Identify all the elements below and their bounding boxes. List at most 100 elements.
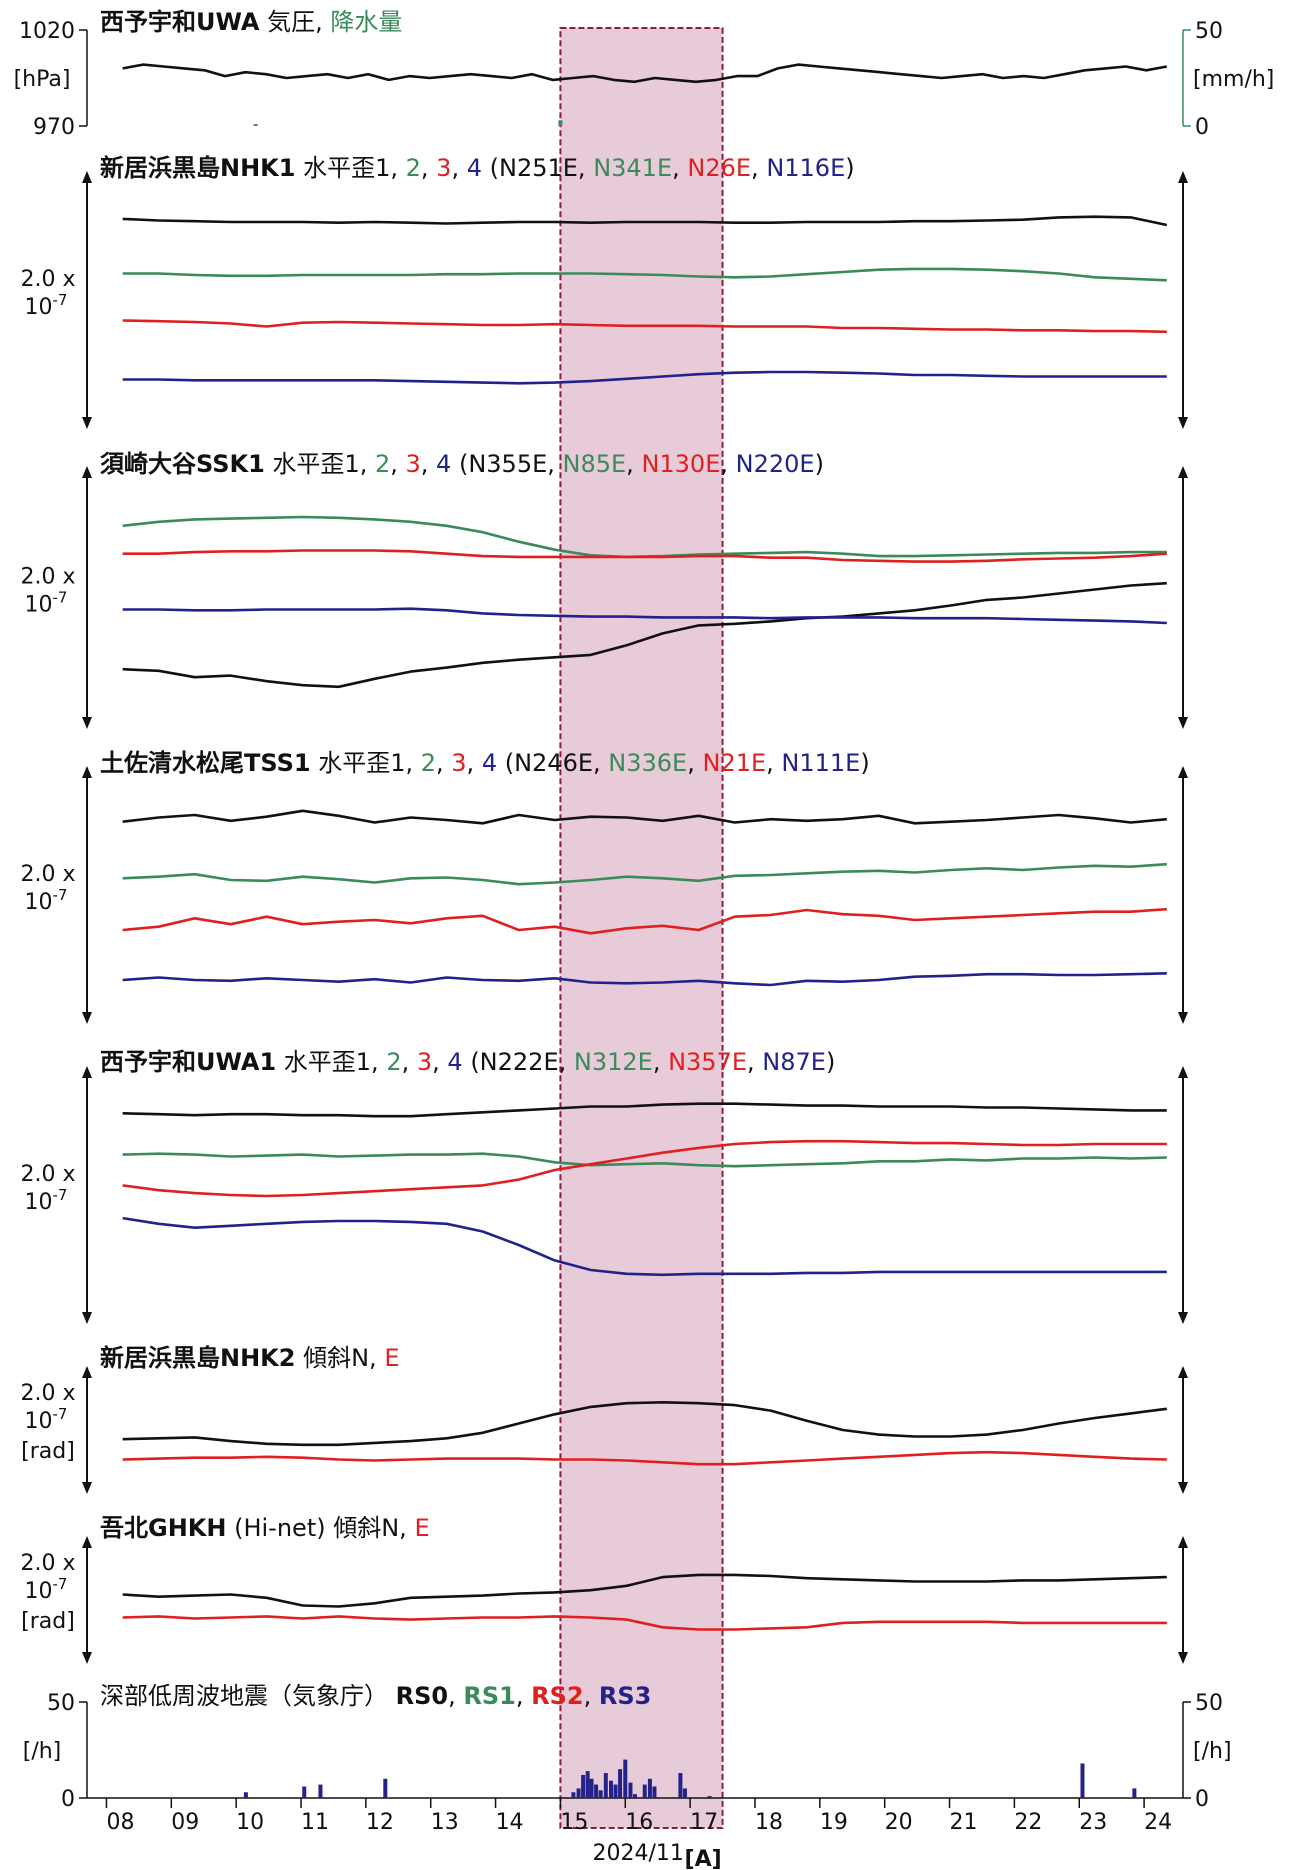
orientation-1: (N246E, <box>497 749 608 777</box>
x-tick-label: 08 <box>106 1810 134 1835</box>
orientation-3: N21E <box>702 749 766 777</box>
scale-base: 10 <box>25 295 53 320</box>
lfe-bar <box>603 1773 608 1798</box>
orientation-sep: ) <box>845 154 854 182</box>
arrow-down-icon <box>82 717 92 729</box>
orientation-sep: , <box>747 1048 762 1076</box>
orientation-sep: ) <box>815 450 824 478</box>
pressure-left-unit: [hPa] <box>14 67 71 92</box>
precip-bar <box>253 124 258 126</box>
lfe-bar <box>633 1794 637 1798</box>
title-bold: 新居浜黒島NHK1 <box>100 154 295 182</box>
arrow-up-icon <box>1178 1536 1188 1548</box>
x-tick-label: 21 <box>950 1810 978 1835</box>
title-sep: , <box>432 1048 447 1076</box>
lfe-bar <box>571 1792 576 1798</box>
tss1-series-4 <box>122 972 1167 987</box>
lfe-bar <box>682 1788 687 1798</box>
x-tick-label: 12 <box>366 1810 394 1835</box>
scale-base: 10 <box>25 1190 53 1215</box>
scale-exp: -7 <box>53 1405 68 1423</box>
legend-sep: , <box>584 1682 599 1710</box>
title-rest: 深部低周波地震（気象庁） <box>100 1682 388 1710</box>
lfe-bar <box>598 1790 603 1798</box>
x-tick-label: 22 <box>1014 1810 1042 1835</box>
orientation-4: N87E <box>762 1048 826 1076</box>
title-label-4: 4 <box>482 749 497 777</box>
nhk1-series-1 <box>122 215 1168 227</box>
nhk2-scale-line1: 2.0 x <box>21 1381 76 1406</box>
arrow-up-icon <box>82 171 92 183</box>
arrow-up-icon <box>82 766 92 778</box>
lfe-left-unit: [/h] <box>23 1739 62 1764</box>
nhk2-series-E <box>122 1450 1167 1466</box>
orientation-3: N130E <box>641 450 720 478</box>
title-label-3: 3 <box>417 1048 432 1076</box>
lfe-bar <box>594 1784 599 1798</box>
x-tick-label: 15 <box>560 1810 588 1835</box>
title-rest: (Hi-net) 傾斜N, <box>226 1514 414 1542</box>
title-label-4: 4 <box>436 450 451 478</box>
x-tick-label: 24 <box>1144 1810 1172 1835</box>
uwa1-title: 西予宇和UWA1 水平歪1, 2, 3, 4 (N222E, N312E, N3… <box>100 1048 835 1076</box>
orientation-sep: , <box>687 749 702 777</box>
orientation-sep: , <box>653 1048 668 1076</box>
title-sep: , <box>451 154 466 182</box>
title-extra: 降水量 <box>330 8 402 36</box>
title-sep: , <box>402 1048 417 1076</box>
arrow-down-icon <box>82 1312 92 1324</box>
title-rest: 水平歪1, <box>276 1048 386 1076</box>
scale-base: 10 <box>25 1579 53 1604</box>
lfe-bar <box>302 1786 307 1798</box>
tss1-title: 土佐清水松尾TSS1 水平歪1, 2, 3, 4 (N246E, N336E, … <box>100 749 870 777</box>
lfe-left-bottom-label: 0 <box>61 1787 75 1812</box>
arrow-down-icon <box>1178 1652 1188 1664</box>
tss1-series-1 <box>122 809 1167 825</box>
nhk1-scale-line2: 10-7 <box>25 291 68 320</box>
orientation-sep: , <box>720 450 735 478</box>
lfe-bar <box>642 1784 647 1798</box>
nhk1-series-3 <box>122 319 1167 334</box>
pressure-series-main <box>122 63 1168 84</box>
orientation-2: N341E <box>593 154 672 182</box>
lfe-bar <box>1132 1788 1137 1798</box>
arrow-down-icon <box>82 417 92 429</box>
legend-sep: , <box>516 1682 531 1710</box>
legend-RS1: RS1 <box>463 1682 515 1710</box>
title-bold: 西予宇和UWA <box>100 8 260 36</box>
arrow-up-icon <box>1178 766 1188 778</box>
arrow-down-icon <box>1178 1482 1188 1494</box>
lfe-bar <box>243 1792 248 1798</box>
x-tick-label: 10 <box>236 1810 264 1835</box>
lfe-right-top-label: 50 <box>1195 1691 1223 1716</box>
scale-exp: -7 <box>53 886 68 904</box>
orientation-3: N357E <box>668 1048 747 1076</box>
tss1-scale-line1: 2.0 x <box>21 862 76 887</box>
x-axis-label: 2024/11 <box>593 1841 684 1866</box>
title-label-E: E <box>414 1514 429 1542</box>
precip-bar <box>558 120 563 126</box>
orientation-2: N85E <box>563 450 627 478</box>
scale-base: 10 <box>25 1409 53 1434</box>
orientation-4: N111E <box>781 749 860 777</box>
legend-sep: , <box>448 1682 463 1710</box>
orientation-1: (N355E, <box>451 450 562 478</box>
title-label-2: 2 <box>406 154 421 182</box>
arrow-up-icon <box>1178 1066 1188 1078</box>
uwa1-scale-line1: 2.0 x <box>21 1162 76 1187</box>
scale-base: 10 <box>25 890 53 915</box>
tss1-scale-line2: 10-7 <box>25 886 68 915</box>
ghkh-scale-line1: 2.0 x <box>21 1551 76 1576</box>
arrow-down-icon <box>1178 1312 1188 1324</box>
ssk1-series-3 <box>122 549 1167 563</box>
ghkh-scale-rad: [rad] <box>21 1609 75 1634</box>
uwa1-series-1 <box>122 1102 1167 1118</box>
nhk1-series-2 <box>122 267 1167 282</box>
orientation-3: N26E <box>687 154 751 182</box>
arrow-down-icon <box>1178 717 1188 729</box>
nhk2-scale-line2: 10-7 <box>25 1405 68 1434</box>
title-rest: 傾斜N, <box>295 1344 384 1372</box>
title-label-3: 3 <box>406 450 421 478</box>
lfe-bar <box>585 1771 590 1798</box>
